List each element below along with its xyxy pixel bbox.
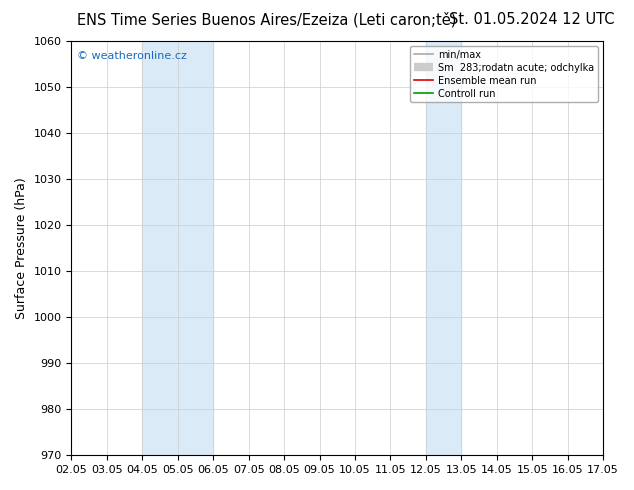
Bar (142, 41, 213, 455)
Text: St. 01.05.2024 12 UTC: St. 01.05.2024 12 UTC (450, 12, 615, 27)
Text: ENS Time Series Buenos Aires/Ezeiza (Leti caron;tě): ENS Time Series Buenos Aires/Ezeiza (Let… (77, 12, 456, 28)
Bar (426, 41, 462, 455)
Text: © weatheronline.cz: © weatheronline.cz (77, 51, 186, 61)
Y-axis label: Surface Pressure (hPa): Surface Pressure (hPa) (15, 177, 28, 319)
Legend: min/max, Sm  283;rodatn acute; odchylka, Ensemble mean run, Controll run: min/max, Sm 283;rodatn acute; odchylka, … (410, 46, 598, 102)
